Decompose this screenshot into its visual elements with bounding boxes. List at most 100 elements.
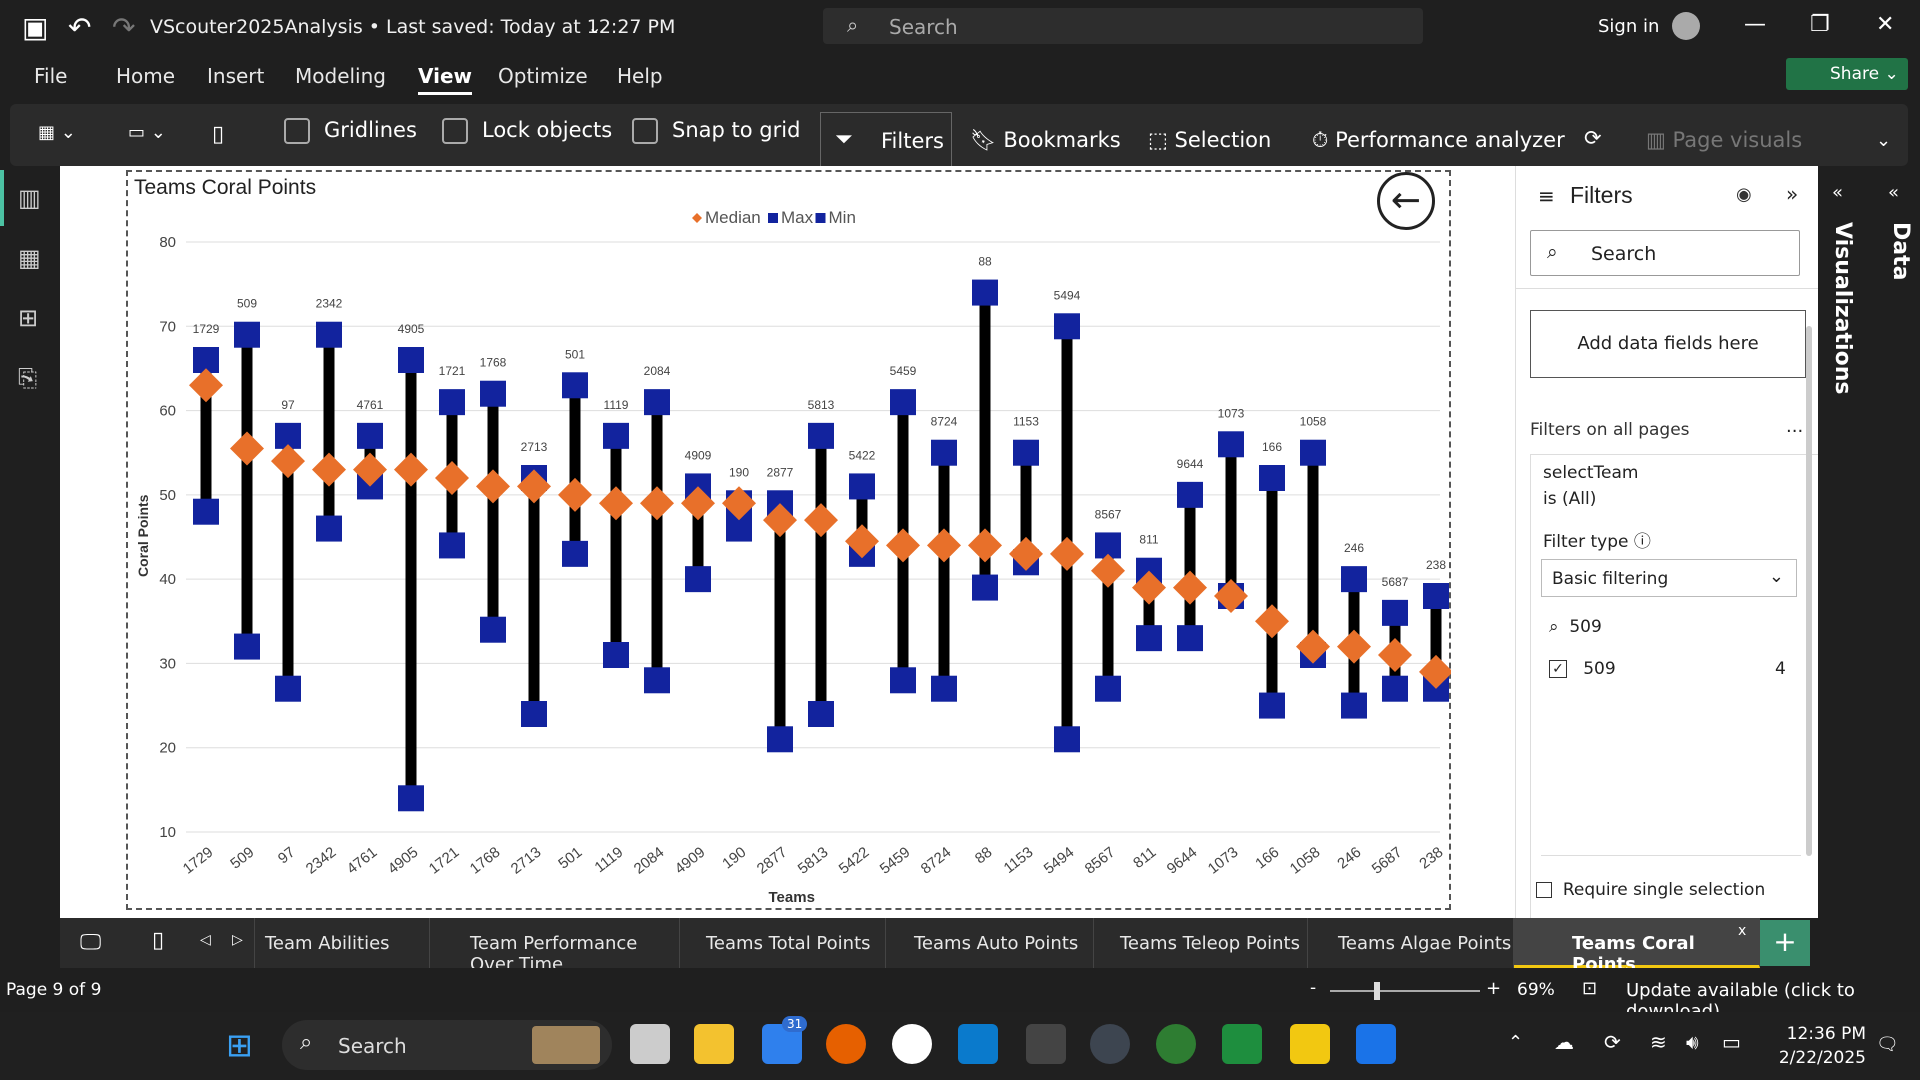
- clock[interactable]: 12:36 PM 2/22/2025: [1770, 1022, 1866, 1070]
- zoom-slider-thumb[interactable]: [1374, 982, 1380, 1000]
- filter-search-field[interactable]: ⌕ 509: [1549, 617, 1602, 637]
- next-page-icon[interactable]: ▷: [232, 932, 243, 948]
- mobile-layout-icon[interactable]: ▯: [212, 122, 225, 147]
- selection-button[interactable]: ⬚ Selection: [1148, 128, 1271, 152]
- notifications-icon[interactable]: 🗨︎: [1876, 1034, 1899, 1055]
- zoom-in-button[interactable]: +: [1486, 978, 1502, 999]
- zoom-out-button[interactable]: -: [1310, 978, 1317, 998]
- refresh-icon[interactable]: ⟳: [1604, 1030, 1621, 1054]
- windows-start-icon[interactable]: ⊞: [226, 1026, 253, 1064]
- filters-scrollbar[interactable]: [1806, 326, 1812, 856]
- zoom-level[interactable]: 69%: [1517, 980, 1555, 1000]
- visualizations-pane-tab[interactable]: Visualizations: [1830, 222, 1855, 395]
- bookmarks-button[interactable]: 🔖︎ Bookmarks: [970, 128, 1121, 153]
- filter-type-dropdown[interactable]: Basic filtering ⌄: [1541, 559, 1797, 597]
- page-visuals-button[interactable]: ▥ Page visuals: [1646, 128, 1802, 152]
- redo-icon[interactable]: ↷: [112, 11, 136, 44]
- data-label: 2713: [521, 440, 548, 454]
- task-view-icon[interactable]: [630, 1024, 670, 1064]
- filter-card[interactable]: selectTeam is (All) Filter type ⓘ Basic …: [1530, 454, 1820, 918]
- gridlines-checkbox[interactable]: Gridlines: [284, 118, 417, 144]
- previous-page-icon[interactable]: ◁: [200, 932, 211, 948]
- file-explorer-icon[interactable]: [694, 1024, 734, 1064]
- page-view-icon[interactable]: ▭ ⌄: [128, 122, 166, 143]
- add-page-button[interactable]: +: [1760, 920, 1810, 966]
- chevron-down-icon[interactable]: ⌄: [588, 18, 602, 37]
- tab-team-performance-over-time[interactable]: Team Performance Over Time: [430, 918, 680, 975]
- filters-search-input[interactable]: ⌕ Search: [1530, 230, 1800, 276]
- menu-file[interactable]: File: [34, 64, 68, 88]
- sheets-icon[interactable]: [1222, 1024, 1262, 1064]
- snap-to-grid-checkbox[interactable]: Snap to grid: [632, 118, 800, 144]
- docs-icon[interactable]: [1356, 1024, 1396, 1064]
- tab-teams-auto-points[interactable]: Teams Auto Points: [886, 918, 1094, 968]
- expand-data-icon[interactable]: «: [1888, 182, 1900, 203]
- tab-teams-total-points[interactable]: Teams Total Points: [680, 918, 886, 968]
- performance-analyzer-button[interactable]: ⏱ Performance analyzer: [1312, 128, 1565, 153]
- wifi-icon[interactable]: ≋: [1650, 1030, 1667, 1054]
- avatar[interactable]: [1672, 12, 1700, 40]
- taskbar-search[interactable]: ⌕ Search: [282, 1020, 612, 1070]
- require-single-selection-checkbox[interactable]: Require single selection: [1536, 880, 1765, 900]
- checkbox-checked-icon[interactable]: ✓: [1549, 660, 1567, 678]
- menu-optimize[interactable]: Optimize: [498, 64, 588, 88]
- tab-teams-algae-points[interactable]: Teams Algae Points: [1308, 918, 1514, 968]
- power-bi-icon[interactable]: [1290, 1024, 1330, 1064]
- filter-item-509[interactable]: ✓ 509: [1549, 659, 1616, 679]
- sign-in-link[interactable]: Sign in: [1598, 16, 1660, 37]
- median-marker: [1050, 536, 1084, 571]
- document-title[interactable]: VScouter2025Analysis • Last saved: Today…: [150, 16, 676, 38]
- tab-teams-coral-points[interactable]: Teams Coral Points: [1514, 918, 1760, 975]
- close-tab-icon[interactable]: x: [1738, 923, 1747, 939]
- share-button[interactable]: Share ⌄: [1786, 58, 1908, 90]
- app-icon[interactable]: [892, 1024, 932, 1064]
- model-view-icon[interactable]: ⊞: [18, 304, 39, 332]
- volume-icon[interactable]: 🔊︎: [1686, 1030, 1699, 1054]
- back-arrow-button[interactable]: ←: [1377, 172, 1435, 230]
- menu-view[interactable]: View: [418, 64, 473, 95]
- restore-icon[interactable]: ❐: [1810, 12, 1830, 37]
- sync-slicers-icon[interactable]: ⟳: [1584, 126, 1602, 150]
- filters-ribbon-button[interactable]: ⏷ Filters: [820, 112, 952, 166]
- minimize-icon[interactable]: —: [1744, 12, 1766, 37]
- lock-objects-checkbox[interactable]: Lock objects: [442, 118, 612, 144]
- theme-icon[interactable]: ▦ ⌄: [38, 122, 76, 143]
- table-view-icon[interactable]: ▦: [18, 244, 41, 272]
- median-marker: [1009, 536, 1043, 571]
- tab-teams-teleop-points[interactable]: Teams Teleop Points: [1094, 918, 1308, 968]
- ribbon-collapse-icon[interactable]: ⌄: [1876, 130, 1892, 151]
- collapse-filters-icon[interactable]: »: [1786, 182, 1799, 206]
- search-input[interactable]: ⌕ Search: [823, 8, 1423, 44]
- tab-team-abilities[interactable]: Team Abilities: [254, 918, 430, 968]
- chevron-up-icon[interactable]: ⌃: [1508, 1032, 1524, 1053]
- add-data-fields-well[interactable]: Add data fields here: [1530, 310, 1806, 378]
- dax-query-icon[interactable]: ⎘: [18, 364, 38, 392]
- expand-visualizations-icon[interactable]: «: [1832, 182, 1844, 203]
- zoom-slider[interactable]: [1330, 990, 1480, 992]
- desktop-view-icon[interactable]: 🖵︎: [80, 930, 102, 955]
- sync-app-icon[interactable]: [1156, 1024, 1196, 1064]
- firefox-icon[interactable]: [826, 1024, 866, 1064]
- cloud-icon[interactable]: ☁: [1554, 1030, 1574, 1054]
- settings-app-icon[interactable]: [1026, 1024, 1066, 1064]
- eye-icon[interactable]: ◉: [1736, 184, 1752, 205]
- menu-help[interactable]: Help: [617, 64, 663, 88]
- menu-insert[interactable]: Insert: [207, 64, 265, 88]
- close-icon[interactable]: ✕: [1876, 12, 1895, 37]
- data-pane-tab[interactable]: Data: [1888, 222, 1913, 281]
- teams-icon[interactable]: 31: [762, 1016, 808, 1064]
- save-icon[interactable]: ▣: [22, 11, 49, 44]
- median-marker: [1132, 570, 1166, 605]
- steam-icon[interactable]: [1090, 1024, 1130, 1064]
- battery-icon[interactable]: ▭: [1722, 1030, 1741, 1054]
- fit-to-page-icon[interactable]: ⊡: [1582, 978, 1598, 999]
- undo-icon[interactable]: ↶: [68, 11, 92, 44]
- vscode-icon[interactable]: [958, 1024, 998, 1064]
- phone-view-icon[interactable]: ▯: [152, 928, 165, 953]
- y-tick-label: 60: [159, 403, 176, 420]
- report-view-icon[interactable]: ▥: [18, 184, 41, 212]
- bookmarks-label: Bookmarks: [1003, 128, 1121, 152]
- menu-modeling[interactable]: Modeling: [295, 64, 386, 88]
- menu-home[interactable]: Home: [116, 64, 176, 88]
- more-options-button[interactable]: ...: [1786, 416, 1804, 437]
